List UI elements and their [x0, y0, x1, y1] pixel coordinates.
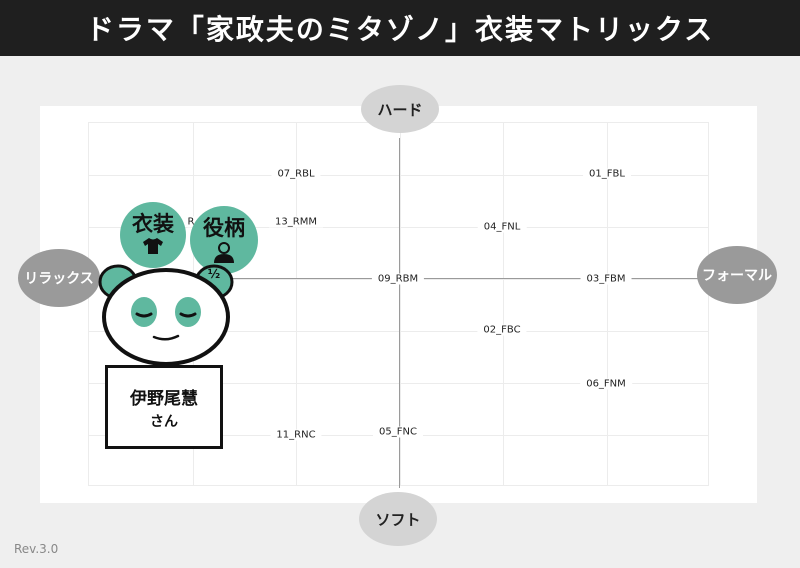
- axis-label-formal: フォーマル: [697, 246, 777, 304]
- panda-mascot: ½: [98, 264, 234, 366]
- role-label: 役柄: [203, 216, 245, 240]
- item-label: 13_RMM: [269, 216, 323, 228]
- role-legend: 役柄: [190, 206, 258, 274]
- axis-label-relax: リラックス: [18, 249, 100, 307]
- item-label: 03_FBM: [580, 273, 632, 285]
- item-label: 06_FNM: [580, 378, 632, 390]
- person-name: 伊野尾慧: [130, 388, 198, 409]
- item-label: 05_FNC: [373, 426, 423, 438]
- page-title: ドラマ「家政夫のミタゾノ」衣装マトリックス: [0, 0, 800, 56]
- axis-label-hard: ハード: [361, 85, 439, 133]
- horizontal-axis: [226, 278, 700, 279]
- name-sign: 伊野尾慧 さん: [105, 365, 223, 449]
- person-icon: [214, 242, 234, 263]
- item-label: 11_RNC: [270, 429, 322, 441]
- item-label: 01_FBL: [583, 168, 631, 180]
- item-label: 07_RBL: [271, 168, 321, 180]
- half-mark: ½: [208, 267, 220, 281]
- item-label-partial: R: [187, 216, 195, 228]
- item-label: 04_FNL: [477, 221, 527, 233]
- vertical-axis: [399, 138, 400, 488]
- revision-label: Rev.3.0: [14, 542, 59, 556]
- costume-label: 衣装: [132, 212, 174, 236]
- item-label: 02_FBC: [477, 324, 527, 336]
- axis-label-soft: ソフト: [359, 492, 437, 546]
- costume-legend: 衣装: [120, 202, 186, 268]
- person-suffix: さん: [150, 413, 178, 430]
- shirt-icon: [143, 238, 163, 254]
- item-label: 09_RBM: [371, 273, 425, 285]
